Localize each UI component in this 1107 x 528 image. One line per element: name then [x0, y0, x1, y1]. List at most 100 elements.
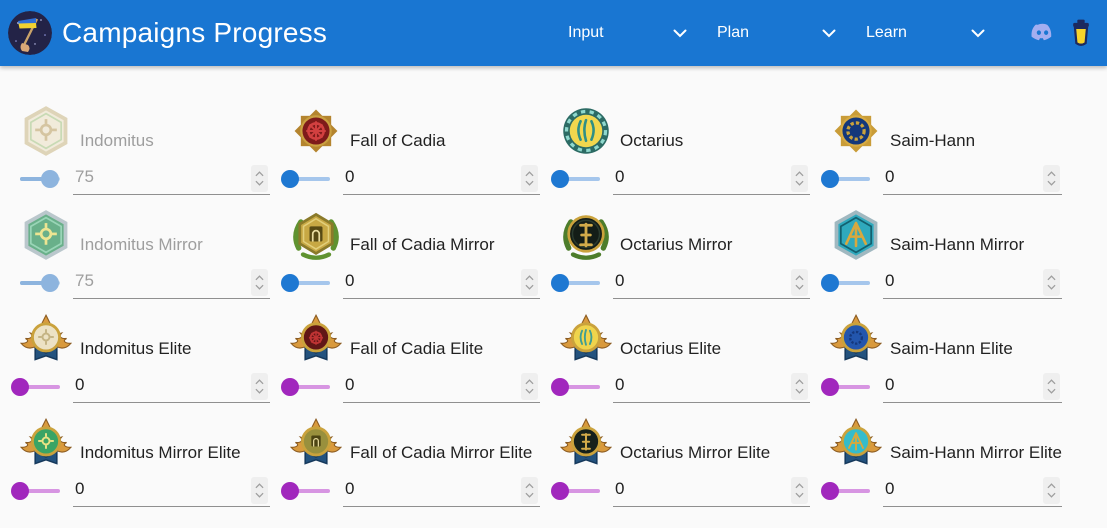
- slider-track[interactable]: [830, 489, 870, 493]
- number-stepper[interactable]: [521, 269, 538, 296]
- slider-track[interactable]: [560, 385, 600, 389]
- slider-track[interactable]: [290, 385, 330, 389]
- progress-value[interactable]: 0: [885, 271, 895, 290]
- slider-thumb[interactable]: [281, 482, 299, 500]
- discord-icon[interactable]: [1029, 22, 1056, 44]
- progress-value[interactable]: 0: [345, 271, 355, 290]
- progress-value[interactable]: 0: [345, 167, 355, 186]
- campaign-progress-input[interactable]: 0: [883, 267, 1062, 299]
- slider-track[interactable]: [830, 177, 870, 181]
- stepper-up-icon: [795, 171, 804, 177]
- campaign-progress-slider[interactable]: [11, 482, 60, 500]
- stepper-down-icon: [255, 284, 264, 290]
- slider-thumb[interactable]: [281, 378, 299, 396]
- campaign-progress-input[interactable]: 0: [613, 267, 810, 299]
- nav-menu-input[interactable]: Input: [554, 14, 703, 52]
- input-underline: [883, 402, 1062, 403]
- number-stepper[interactable]: [251, 373, 268, 400]
- campaign-header: Fall of Cadia: [290, 102, 540, 157]
- input-underline: [613, 298, 810, 299]
- slider-track[interactable]: [830, 281, 870, 285]
- slider-thumb[interactable]: [821, 482, 839, 500]
- slider-track[interactable]: [560, 489, 600, 493]
- progress-value[interactable]: 0: [615, 271, 625, 290]
- stepper-down-icon: [1047, 388, 1056, 394]
- campaign-controls: 0: [551, 475, 810, 507]
- campaign-header: Saim-Hann: [830, 102, 1062, 157]
- nav-menu-learn[interactable]: Learn: [852, 14, 1001, 52]
- progress-value[interactable]: 0: [345, 375, 355, 394]
- slider-thumb[interactable]: [11, 378, 29, 396]
- campaign-progress-slider[interactable]: [551, 274, 600, 292]
- nav-menu-plan[interactable]: Plan: [703, 14, 852, 52]
- campaign-progress-input[interactable]: 0: [613, 371, 810, 403]
- campaign-progress-input[interactable]: 0: [613, 475, 810, 507]
- number-stepper[interactable]: [1042, 165, 1060, 192]
- campaign-progress-slider[interactable]: [281, 170, 330, 188]
- campaign-progress-slider[interactable]: [551, 378, 600, 396]
- campaign-progress-slider[interactable]: [551, 170, 600, 188]
- campaign-progress-slider[interactable]: [281, 378, 330, 396]
- slider-thumb[interactable]: [551, 170, 569, 188]
- campaign-progress-input[interactable]: 0: [343, 267, 540, 299]
- slider-thumb[interactable]: [821, 170, 839, 188]
- progress-value[interactable]: 0: [615, 167, 625, 186]
- campaign-progress-input[interactable]: 0: [343, 163, 540, 195]
- slider-thumb[interactable]: [551, 274, 569, 292]
- number-stepper[interactable]: [1042, 269, 1060, 296]
- slider-track[interactable]: [290, 177, 330, 181]
- slider-thumb[interactable]: [551, 378, 569, 396]
- number-stepper[interactable]: [791, 477, 808, 504]
- progress-value[interactable]: 0: [345, 479, 355, 498]
- campaign-progress-input[interactable]: 0: [73, 371, 270, 403]
- campaign-progress-input[interactable]: 0: [883, 475, 1062, 507]
- stepper-up-icon: [1047, 483, 1056, 489]
- slider-track[interactable]: [290, 281, 330, 285]
- input-underline: [343, 506, 540, 507]
- slider-thumb[interactable]: [281, 274, 299, 292]
- slider-track[interactable]: [830, 385, 870, 389]
- slider-thumb[interactable]: [551, 482, 569, 500]
- slider-track[interactable]: [560, 281, 600, 285]
- campaign-progress-input[interactable]: 0: [343, 371, 540, 403]
- number-stepper[interactable]: [521, 373, 538, 400]
- number-stepper[interactable]: [1042, 477, 1060, 504]
- app-logo[interactable]: [8, 11, 52, 55]
- slider-track[interactable]: [20, 489, 60, 493]
- campaign-progress-slider[interactable]: [821, 378, 870, 396]
- progress-value[interactable]: 0: [615, 375, 625, 394]
- slider-thumb[interactable]: [821, 378, 839, 396]
- progress-value[interactable]: 0: [885, 375, 895, 394]
- number-stepper[interactable]: [791, 165, 808, 192]
- slider-thumb[interactable]: [821, 274, 839, 292]
- campaign-progress-input[interactable]: 0: [73, 475, 270, 507]
- campaign-progress-slider[interactable]: [821, 170, 870, 188]
- slider-thumb[interactable]: [11, 482, 29, 500]
- campaign-progress-slider[interactable]: [281, 274, 330, 292]
- slider-track[interactable]: [290, 489, 330, 493]
- slider-track[interactable]: [560, 177, 600, 181]
- campaign-progress-slider[interactable]: [821, 274, 870, 292]
- number-stepper[interactable]: [1042, 373, 1060, 400]
- progress-value[interactable]: 0: [885, 167, 895, 186]
- campaign-progress-input[interactable]: 0: [883, 371, 1062, 403]
- campaign-progress-slider[interactable]: [281, 482, 330, 500]
- campaign-progress-slider[interactable]: [11, 378, 60, 396]
- campaign-progress-input[interactable]: 0: [343, 475, 540, 507]
- coffee-cup-icon[interactable]: [1069, 18, 1093, 48]
- slider-track[interactable]: [20, 385, 60, 389]
- number-stepper[interactable]: [791, 373, 808, 400]
- number-stepper[interactable]: [791, 269, 808, 296]
- slider-thumb[interactable]: [281, 170, 299, 188]
- campaign-progress-input[interactable]: 0: [883, 163, 1062, 195]
- campaign-progress-slider[interactable]: [551, 482, 600, 500]
- progress-value[interactable]: 0: [885, 479, 895, 498]
- campaign-progress-input[interactable]: 0: [613, 163, 810, 195]
- progress-value[interactable]: 0: [75, 375, 85, 394]
- progress-value[interactable]: 0: [75, 479, 85, 498]
- number-stepper[interactable]: [521, 165, 538, 192]
- number-stepper[interactable]: [251, 477, 268, 504]
- number-stepper[interactable]: [521, 477, 538, 504]
- progress-value[interactable]: 0: [615, 479, 625, 498]
- campaign-progress-slider[interactable]: [821, 482, 870, 500]
